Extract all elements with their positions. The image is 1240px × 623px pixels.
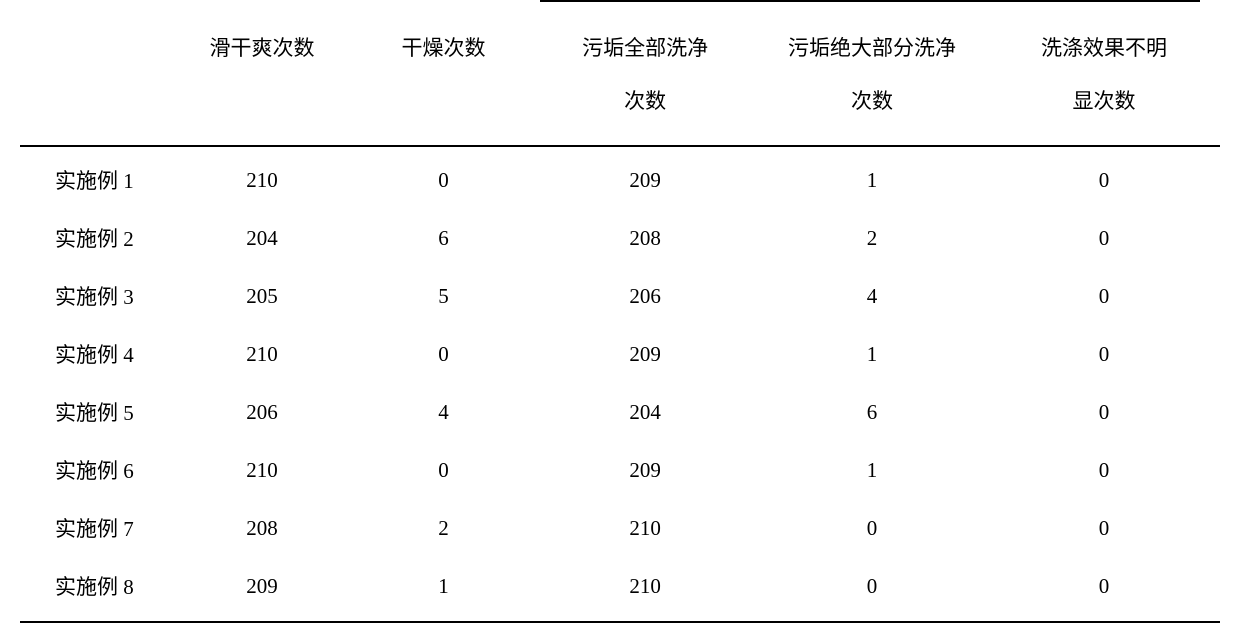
cell: 5 [353, 267, 535, 325]
cell: 0 [988, 267, 1220, 325]
row-label: 实施例 1 [20, 146, 171, 209]
cell: 0 [353, 146, 535, 209]
row-label: 实施例 7 [20, 499, 171, 557]
cell: 1 [353, 557, 535, 622]
cell: 0 [353, 325, 535, 383]
cell: 0 [988, 499, 1220, 557]
cell: 205 [171, 267, 353, 325]
cell: 1 [756, 441, 988, 499]
table-row: 实施例 7 208 2 210 0 0 [20, 499, 1220, 557]
table-row: 实施例 2 204 6 208 2 0 [20, 209, 1220, 267]
cell: 0 [756, 557, 988, 622]
cell: 1 [756, 325, 988, 383]
header-col3: 污垢全部洗净次数 [534, 0, 756, 146]
cell: 1 [756, 146, 988, 209]
cell: 0 [988, 325, 1220, 383]
table-row: 实施例 4 210 0 209 1 0 [20, 325, 1220, 383]
row-label: 实施例 5 [20, 383, 171, 441]
cell: 210 [534, 557, 756, 622]
cell: 0 [988, 146, 1220, 209]
cell: 0 [988, 209, 1220, 267]
header-row: 滑干爽次数 干燥次数 污垢全部洗净次数 污垢绝大部分洗净次数 洗涤效果不明显次数 [20, 0, 1220, 146]
cell: 0 [756, 499, 988, 557]
cell: 0 [988, 383, 1220, 441]
cell: 209 [534, 146, 756, 209]
header-col3-line1: 污垢全部洗净 [582, 36, 708, 60]
cell: 4 [756, 267, 988, 325]
cell: 210 [171, 441, 353, 499]
header-blank [20, 0, 171, 146]
cell: 6 [353, 209, 535, 267]
cell: 4 [353, 383, 535, 441]
row-label: 实施例 2 [20, 209, 171, 267]
cell: 206 [171, 383, 353, 441]
header-col5-line2: 显次数 [1073, 89, 1136, 113]
row-label: 实施例 6 [20, 441, 171, 499]
cell: 206 [534, 267, 756, 325]
table-row: 实施例 6 210 0 209 1 0 [20, 441, 1220, 499]
cell: 209 [534, 325, 756, 383]
header-col4-line2: 次数 [851, 89, 893, 113]
header-col4: 污垢绝大部分洗净次数 [756, 0, 988, 146]
cell: 210 [534, 499, 756, 557]
cell: 210 [171, 325, 353, 383]
table-header: 滑干爽次数 干燥次数 污垢全部洗净次数 污垢绝大部分洗净次数 洗涤效果不明显次数 [20, 0, 1220, 146]
header-col5-line1: 洗涤效果不明 [1041, 36, 1167, 60]
cell: 0 [988, 441, 1220, 499]
cell: 209 [171, 557, 353, 622]
header-col5: 洗涤效果不明显次数 [988, 0, 1220, 146]
cell: 0 [988, 557, 1220, 622]
header-col4-line1: 污垢绝大部分洗净 [788, 36, 956, 60]
partial-top-rule [540, 0, 1200, 2]
cell: 208 [534, 209, 756, 267]
header-col1: 滑干爽次数 [171, 0, 353, 146]
row-label: 实施例 3 [20, 267, 171, 325]
cell: 209 [534, 441, 756, 499]
cell: 210 [171, 146, 353, 209]
table-row: 实施例 5 206 4 204 6 0 [20, 383, 1220, 441]
cell: 0 [353, 441, 535, 499]
row-label: 实施例 8 [20, 557, 171, 622]
cell: 2 [353, 499, 535, 557]
cell: 204 [171, 209, 353, 267]
table-row: 实施例 1 210 0 209 1 0 [20, 146, 1220, 209]
cell: 2 [756, 209, 988, 267]
table-row: 实施例 3 205 5 206 4 0 [20, 267, 1220, 325]
cell: 204 [534, 383, 756, 441]
row-label: 实施例 4 [20, 325, 171, 383]
cell: 6 [756, 383, 988, 441]
data-table: 滑干爽次数 干燥次数 污垢全部洗净次数 污垢绝大部分洗净次数 洗涤效果不明显次数… [20, 0, 1220, 623]
header-col2: 干燥次数 [353, 0, 535, 146]
table-body: 实施例 1 210 0 209 1 0 实施例 2 204 6 208 2 0 … [20, 146, 1220, 622]
data-table-container: 滑干爽次数 干燥次数 污垢全部洗净次数 污垢绝大部分洗净次数 洗涤效果不明显次数… [20, 0, 1220, 623]
header-col3-line2: 次数 [624, 89, 666, 113]
table-row: 实施例 8 209 1 210 0 0 [20, 557, 1220, 622]
cell: 208 [171, 499, 353, 557]
